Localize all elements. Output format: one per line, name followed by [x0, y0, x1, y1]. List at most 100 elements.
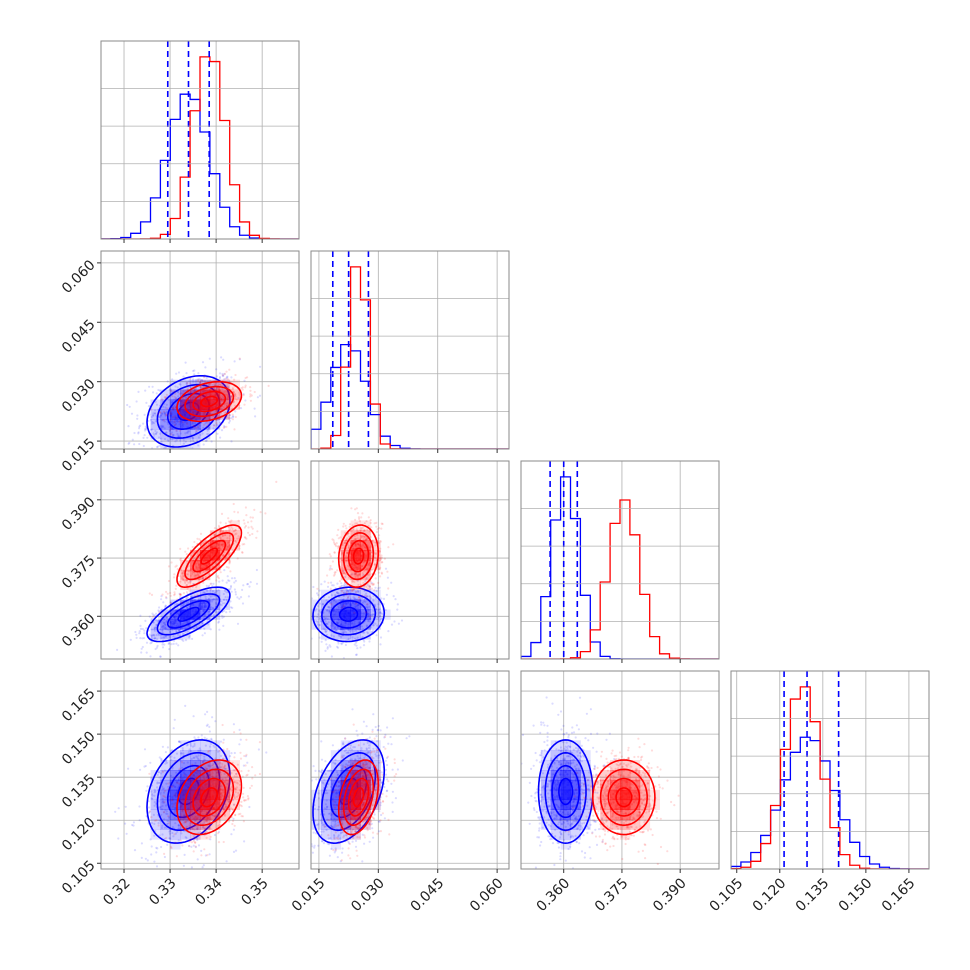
- sample-point: [248, 585, 251, 588]
- sample-point: [375, 521, 378, 525]
- sample-point: [200, 379, 203, 382]
- sample-point: [183, 409, 186, 413]
- sample-point: [238, 393, 241, 396]
- sample-point: [207, 623, 210, 626]
- sample-point: [318, 602, 321, 605]
- sample-point: [250, 525, 253, 529]
- sample-point: [194, 426, 198, 430]
- sample-point: [251, 527, 254, 530]
- sample-point: [189, 595, 192, 598]
- sample-point: [200, 610, 203, 613]
- sample-point: [172, 416, 175, 419]
- sample-point: [324, 639, 327, 642]
- sample-point: [178, 592, 181, 595]
- sample-point: [163, 412, 166, 415]
- density-cell: [209, 760, 221, 771]
- sample-point: [197, 372, 200, 375]
- sample-point: [186, 601, 190, 604]
- sample-point: [336, 645, 339, 648]
- density-cell: [180, 819, 191, 830]
- sample-point: [348, 588, 352, 592]
- sample-point: [320, 620, 323, 623]
- sample-point: [230, 752, 233, 755]
- sample-point: [226, 376, 229, 379]
- density-cell: [350, 560, 361, 571]
- sample-point: [222, 738, 225, 741]
- sample-point: [200, 378, 203, 382]
- sample-point: [162, 426, 165, 429]
- sample-point: [361, 635, 364, 639]
- sample-point: [199, 381, 202, 384]
- panel-content: [311, 251, 509, 449]
- contour-series-0: [146, 586, 231, 643]
- sample-point: [227, 579, 230, 582]
- sample-point: [340, 582, 343, 585]
- sample-point: [204, 576, 207, 579]
- sample-point: [160, 813, 163, 816]
- sample-point: [159, 416, 162, 419]
- density-cell: [170, 629, 181, 640]
- sample-point: [184, 639, 188, 642]
- sample-point: [203, 416, 206, 419]
- sample-point: [196, 593, 199, 596]
- density-cell: [180, 789, 191, 801]
- sample-point: [152, 813, 155, 817]
- sample-point: [209, 588, 212, 591]
- density-cell: [190, 560, 201, 571]
- sample-point: [157, 771, 161, 774]
- sample-point: [362, 538, 365, 541]
- sample-point: [199, 386, 202, 389]
- density-cell: [170, 789, 181, 801]
- sample-point: [369, 521, 372, 525]
- sample-point: [236, 557, 239, 560]
- sample-point: [171, 406, 174, 410]
- sample-point: [368, 573, 371, 576]
- sample-point: [173, 594, 176, 597]
- sample-point: [234, 373, 237, 377]
- sample-point: [197, 436, 200, 439]
- sample-point: [328, 596, 331, 599]
- sample-point: [217, 830, 221, 834]
- sample-point: [185, 389, 188, 392]
- sample-point: [241, 551, 244, 554]
- sample-point: [339, 536, 342, 539]
- sample-point: [154, 790, 157, 793]
- sample-point: [380, 554, 383, 557]
- sample-point: [228, 421, 231, 424]
- sample-point: [326, 617, 329, 621]
- sample-point: [207, 542, 210, 545]
- sample-point: [162, 621, 165, 624]
- sample-point: [185, 578, 188, 582]
- sample-point: [201, 760, 204, 763]
- sample-point: [316, 623, 319, 626]
- sample-point: [370, 554, 373, 558]
- sample-point: [139, 624, 142, 628]
- sample-point: [233, 404, 237, 407]
- sample-point: [229, 395, 232, 398]
- sample-point: [380, 597, 383, 600]
- sample-point: [225, 416, 228, 419]
- sample-point: [185, 382, 188, 386]
- sample-point: [227, 784, 230, 787]
- sample-point: [213, 533, 216, 536]
- panel-2-1: [310, 460, 510, 663]
- sample-point: [357, 576, 360, 579]
- density-cell: [340, 550, 351, 561]
- sample-point: [247, 531, 250, 534]
- sample-point: [246, 583, 249, 586]
- sample-point: [368, 530, 371, 533]
- sample-point: [153, 822, 156, 826]
- sample-point: [188, 399, 191, 402]
- sample-point: [152, 613, 155, 617]
- density-cell: [209, 740, 221, 751]
- density-cell: [320, 629, 332, 640]
- sample-point: [163, 826, 166, 829]
- density-cell: [170, 770, 181, 781]
- density-cell: [209, 560, 221, 571]
- density-cell: [190, 550, 201, 561]
- sample-point: [178, 769, 181, 772]
- sample-point: [206, 723, 209, 726]
- sample-point: [145, 428, 148, 431]
- sample-point: [328, 605, 331, 609]
- sample-point: [349, 588, 352, 591]
